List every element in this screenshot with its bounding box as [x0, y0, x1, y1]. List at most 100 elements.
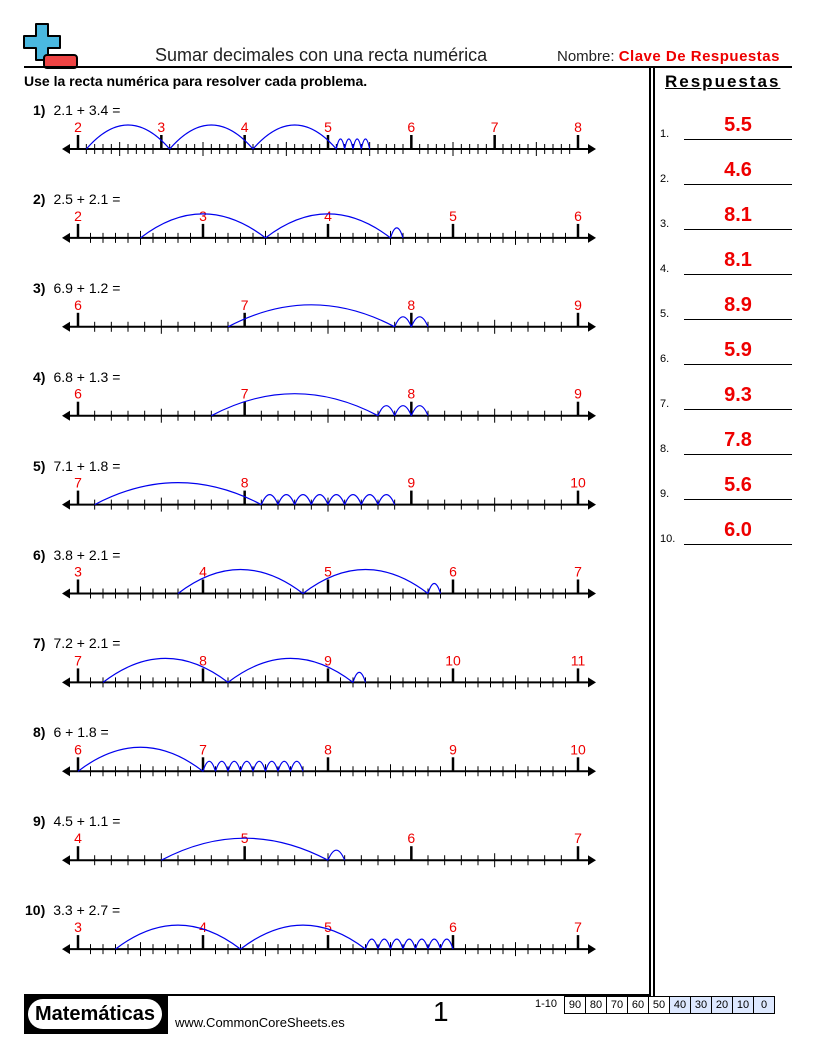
- jump-arc-tenth: [377, 494, 396, 505]
- answers-title: Respuestas: [665, 72, 781, 91]
- jump-arc-tenth: [264, 760, 279, 772]
- score-cell: 40: [669, 997, 690, 1013]
- tick-label: 9: [407, 475, 415, 491]
- answer-number: 5.: [660, 308, 670, 320]
- problem-text: 6.9 + 1.2 =: [53, 279, 121, 296]
- problem-text: 3.3 + 2.7 =: [53, 902, 121, 919]
- tick-label: 9: [574, 297, 582, 313]
- arrow-left-icon: [62, 677, 70, 688]
- answer-line: [684, 544, 792, 545]
- arrow-right-icon: [588, 232, 596, 243]
- problem-number: 9): [33, 813, 46, 830]
- tick-label: 8: [241, 475, 249, 491]
- problem: 9) 4.5 + 1.1 =: [33, 813, 120, 829]
- answer-row: 3. 8.1: [660, 200, 792, 230]
- problem-number: 4): [33, 368, 46, 385]
- jump-arc-tenth: [335, 138, 346, 150]
- tick-label: 9: [324, 652, 332, 668]
- worksheet-title: Sumar decimales con una recta numérica: [155, 45, 488, 65]
- score-cell: 70: [606, 997, 627, 1013]
- answer-number: 4.: [660, 263, 670, 275]
- tick-label: 10: [570, 475, 586, 491]
- score-cell: 60: [627, 997, 648, 1013]
- tick-label: 7: [491, 119, 499, 135]
- problem-text: 7.2 + 2.1 =: [53, 635, 121, 652]
- tick-label: 2: [74, 119, 82, 135]
- arrow-right-icon: [588, 499, 596, 510]
- jump-arc-whole: [85, 124, 171, 150]
- arrow-right-icon: [588, 944, 596, 955]
- jump-arc-tenth: [327, 494, 346, 505]
- jump-arc-whole: [102, 657, 229, 683]
- tick-label: 2: [74, 208, 82, 224]
- answer-value: 5.6: [724, 474, 752, 496]
- column-divider: [649, 68, 651, 996]
- problem: 1) 2.1 + 3.4 =: [33, 102, 120, 118]
- answer-number: 6.: [660, 353, 670, 365]
- arrow-right-icon: [588, 588, 596, 599]
- problem-number: 10): [25, 902, 46, 919]
- arrow-right-icon: [588, 144, 596, 154]
- tick-label: 6: [574, 208, 582, 224]
- answer-line: [684, 274, 792, 275]
- tick-label: 4: [74, 830, 82, 846]
- problem-number: 2): [33, 190, 46, 207]
- problem-number: 8): [33, 724, 46, 741]
- header-divider: [24, 66, 792, 68]
- jump-arc-tenth: [364, 938, 379, 950]
- tick-label: 10: [570, 741, 586, 757]
- answer-number: 2.: [660, 173, 670, 185]
- jump-arc-tenth: [394, 316, 412, 328]
- tick-label: 11: [571, 652, 586, 668]
- answer-row: 7. 9.3: [660, 380, 792, 410]
- answer-line: [684, 229, 792, 230]
- problem-number: 3): [33, 279, 46, 296]
- problem: 5) 7.1 + 1.8 =: [33, 458, 120, 474]
- score-range-label: 1-10: [535, 998, 558, 1010]
- problem: 6) 3.8 + 2.1 =: [33, 547, 120, 563]
- problem: 8) 6 + 1.8 =: [33, 724, 109, 740]
- answer-value: 9.3: [724, 384, 752, 406]
- arrow-left-icon: [62, 855, 70, 866]
- jump-arc-tenth: [214, 760, 229, 772]
- jump-arc-tenth: [327, 849, 346, 861]
- jump-arc-tenth: [289, 760, 304, 772]
- problem-text: 7.1 + 1.8 =: [53, 457, 121, 474]
- jump-arc-tenth: [277, 760, 292, 772]
- tick-label: 8: [407, 297, 415, 313]
- answer-line: [684, 409, 792, 410]
- tick-label: 7: [574, 830, 582, 846]
- column-divider: [653, 68, 655, 996]
- answer-line: [684, 139, 792, 140]
- jump-arc-tenth: [427, 582, 442, 594]
- jump-arc-whole: [227, 657, 354, 683]
- answer-number: 7.: [660, 398, 670, 410]
- jump-arc-tenth: [427, 938, 442, 950]
- site-url: www.CommonCoreSheets.es: [175, 1015, 345, 1030]
- tick-label: 7: [574, 564, 582, 580]
- jump-arc-tenth: [439, 938, 454, 950]
- score-cell: 30: [690, 997, 711, 1013]
- jump-arc-tenth: [310, 494, 329, 505]
- tick-label: 7: [74, 475, 82, 491]
- jump-arc-whole: [140, 213, 266, 239]
- instructions: Use la recta numérica para resolver cada…: [24, 73, 368, 89]
- tick-label: 4: [199, 564, 207, 580]
- answer-value: 6.0: [724, 519, 752, 541]
- answer-row: 2. 4.6: [660, 155, 792, 185]
- jump-arc-tenth: [389, 227, 404, 239]
- jump-arc-tenth: [202, 760, 217, 772]
- jump-arc-tenth: [260, 494, 279, 505]
- tick-label: 8: [574, 119, 582, 135]
- jump-arc-tenth: [344, 138, 354, 150]
- jump-arc-tenth: [352, 671, 367, 683]
- jump-arc-tenth: [410, 316, 429, 328]
- problem-number: 1): [33, 102, 46, 118]
- arrow-left-icon: [62, 766, 70, 777]
- problem-number: 7): [33, 635, 46, 652]
- tick-label: 3: [74, 564, 82, 580]
- tick-label: 6: [74, 386, 82, 402]
- jump-arc-tenth: [360, 494, 379, 505]
- problem: 2) 2.5 + 2.1 =: [33, 191, 120, 207]
- jump-arc-whole: [265, 213, 391, 239]
